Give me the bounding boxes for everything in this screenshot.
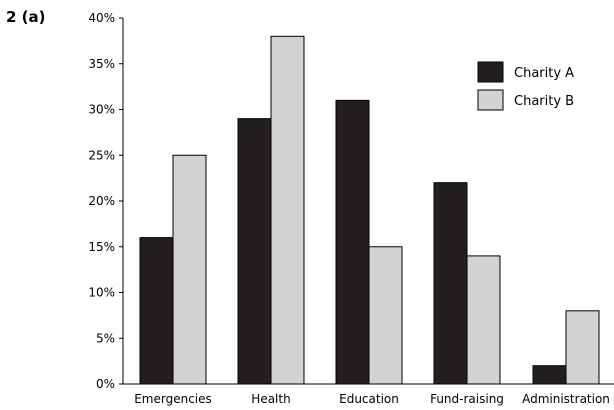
bars [139, 35, 600, 385]
question-label: 2 (a) [6, 8, 46, 26]
x-tick-label: Health [251, 392, 290, 406]
x-tick-label: Administration [522, 392, 610, 406]
x-tick-labels: Emergencies Health Education Fund-raising Ad… [134, 392, 610, 406]
bar-charity-a [237, 118, 272, 385]
legend: Charity A Charity B [477, 61, 574, 111]
x-tick-label: Education [339, 392, 399, 406]
legend-label-charity-a: Charity A [514, 66, 574, 81]
bar-charity-b [565, 310, 600, 385]
y-tick-label: 10% [88, 286, 115, 300]
bar-charity-b [368, 246, 403, 385]
y-tick-label: 5% [96, 331, 115, 345]
y-tick-label: 25% [88, 148, 115, 162]
bar-charity-b [270, 35, 305, 385]
bar-charity-a [139, 237, 174, 385]
x-tick-label: Fund-raising [430, 392, 504, 406]
bar-charity-b [466, 255, 501, 385]
y-tick-label: 0% [96, 377, 115, 391]
y-tick-label: 20% [88, 194, 115, 208]
y-tick-label: 35% [88, 57, 115, 71]
legend-swatch-charity-b [477, 89, 504, 111]
y-tick-label: 30% [88, 103, 115, 117]
bar-charity-a [433, 182, 468, 385]
y-tick-labels: 0% 5% 10% 15% 20% 25% 30% 35% 40% [88, 11, 115, 391]
legend-swatch-charity-a [477, 61, 504, 83]
y-tick-label: 15% [88, 240, 115, 254]
y-tick-label: 40% [88, 11, 115, 25]
bar-charity-a [532, 365, 567, 385]
bar-charity-b [172, 154, 207, 385]
bar-charity-a [335, 99, 370, 385]
legend-label-charity-b: Charity B [514, 94, 574, 109]
x-tick-label: Emergencies [134, 392, 212, 406]
